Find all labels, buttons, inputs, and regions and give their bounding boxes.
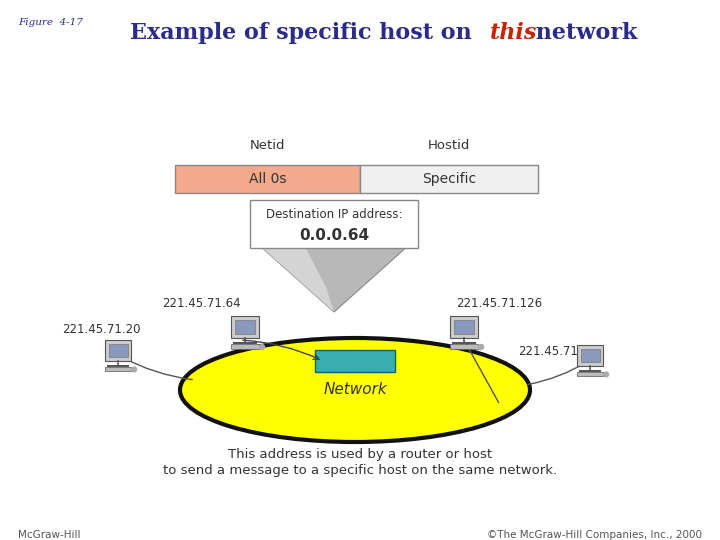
- Circle shape: [604, 372, 608, 377]
- Bar: [231, 316, 259, 338]
- Bar: [104, 367, 131, 372]
- Bar: [577, 372, 603, 376]
- Polygon shape: [259, 245, 409, 312]
- Bar: [454, 320, 474, 334]
- Text: Destination IP address:: Destination IP address:: [266, 207, 402, 220]
- Text: McGraw-Hill: McGraw-Hill: [18, 530, 81, 540]
- Text: 221.45.71.64: 221.45.71.64: [162, 297, 240, 310]
- Text: Network: Network: [323, 382, 387, 397]
- Bar: [235, 320, 255, 334]
- Text: Netid: Netid: [250, 139, 285, 152]
- Circle shape: [479, 345, 484, 349]
- Text: Figure  4-17: Figure 4-17: [18, 18, 83, 27]
- Text: Example of specific host on: Example of specific host on: [130, 22, 480, 44]
- Bar: [577, 345, 603, 366]
- Text: to send a message to a specific host on the same network.: to send a message to a specific host on …: [163, 464, 557, 477]
- Text: 221.45.71.12: 221.45.71.12: [518, 345, 597, 358]
- Bar: [104, 340, 131, 361]
- Circle shape: [259, 345, 264, 349]
- Text: 221.45.71.20: 221.45.71.20: [62, 323, 140, 336]
- Text: All 0s: All 0s: [248, 172, 287, 186]
- Bar: [360, 165, 538, 193]
- Text: 221.45.71.126: 221.45.71.126: [456, 297, 542, 310]
- Text: Specific: Specific: [422, 172, 476, 186]
- Bar: [231, 344, 259, 349]
- Circle shape: [132, 367, 137, 372]
- Polygon shape: [259, 245, 334, 312]
- Text: Hostid: Hostid: [428, 139, 470, 152]
- Ellipse shape: [180, 338, 530, 442]
- Text: this: this: [490, 22, 537, 44]
- Bar: [175, 165, 360, 193]
- Bar: [450, 344, 478, 349]
- Text: This address is used by a router or host: This address is used by a router or host: [228, 448, 492, 461]
- Bar: [580, 349, 600, 362]
- Text: 0.0.0.64: 0.0.0.64: [299, 228, 369, 244]
- Text: network: network: [528, 22, 637, 44]
- Bar: [250, 200, 418, 248]
- Bar: [109, 344, 127, 357]
- Text: ©The McGraw-Hill Companies, Inc., 2000: ©The McGraw-Hill Companies, Inc., 2000: [487, 530, 702, 540]
- Bar: [315, 350, 395, 372]
- Bar: [450, 316, 478, 338]
